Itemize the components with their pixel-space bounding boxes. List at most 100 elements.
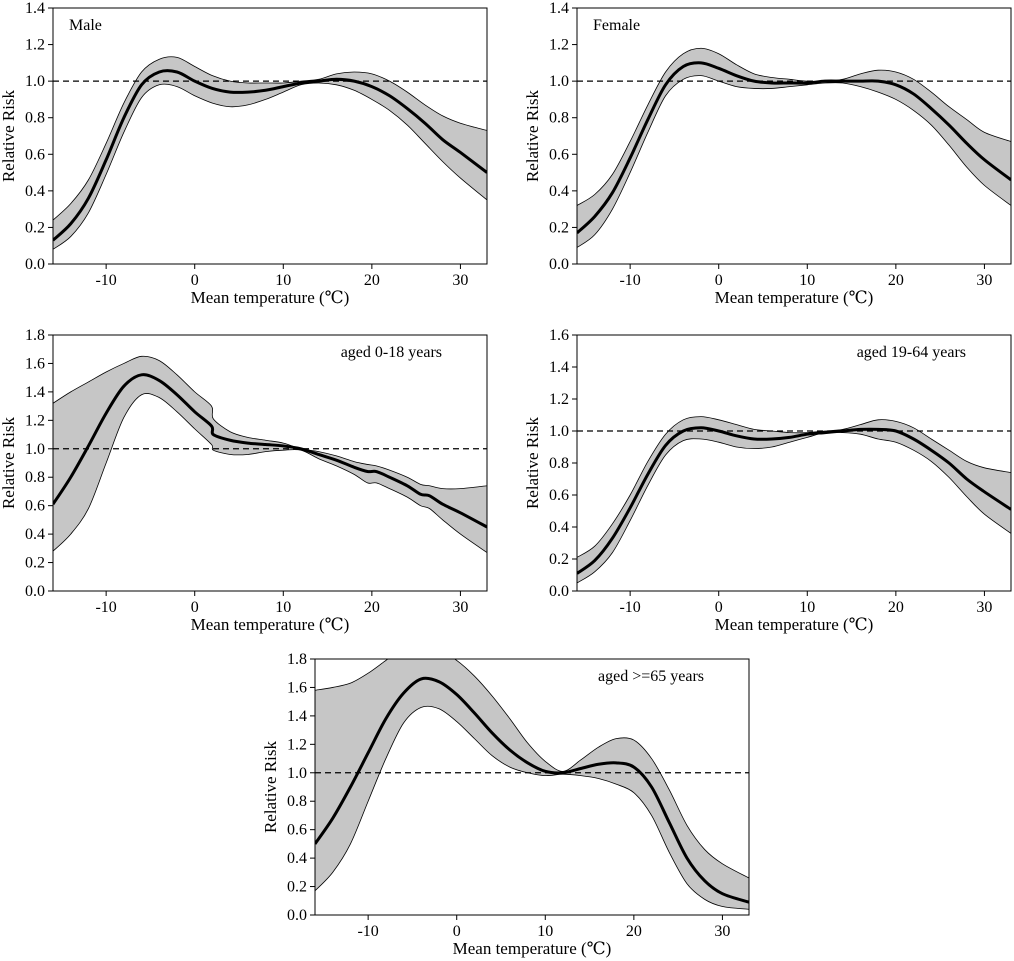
- y-tick-label: 0.6: [25, 146, 45, 163]
- panel-label: aged >=65 years: [598, 668, 704, 685]
- x-axis-title: Mean temperature (℃): [191, 615, 350, 634]
- confidence-band: [315, 659, 749, 910]
- x-tick-label: 20: [626, 923, 642, 940]
- y-tick-label: 1.4: [25, 384, 45, 401]
- y-tick-label: 0.2: [25, 219, 45, 236]
- y-tick-label: 0.2: [549, 551, 569, 568]
- y-tick-label: 0.2: [25, 555, 45, 572]
- y-tick-label: 1.2: [549, 37, 569, 54]
- x-tick-label: -10: [95, 599, 116, 616]
- y-axis-title: Relative Risk: [523, 416, 542, 509]
- plot-area: [53, 355, 487, 553]
- axes-frame: [52, 334, 488, 592]
- panel-label: Female: [593, 17, 640, 34]
- upper-ci-line: [53, 56, 487, 221]
- plot-area: [577, 416, 1011, 584]
- x-tick-label: -10: [619, 599, 640, 616]
- x-tick-label: 0: [191, 272, 199, 289]
- x-axis-title: Mean temperature (℃): [715, 615, 874, 634]
- relative-risk-line: [53, 69, 487, 242]
- x-tick-label: 30: [452, 599, 468, 616]
- x-tick-label: 20: [888, 599, 904, 616]
- y-tick-label: 0.8: [25, 110, 45, 127]
- y-axis-title: Relative Risk: [261, 740, 280, 833]
- relative-risk-line: [577, 61, 1011, 235]
- confidence-band: [53, 56, 487, 250]
- y-tick-label: 1.8: [287, 651, 307, 668]
- y-tick-label: 1.2: [25, 412, 45, 429]
- y-tick-label: 0.0: [25, 583, 45, 600]
- x-tick-label: 20: [364, 272, 380, 289]
- x-tick-label: 10: [275, 599, 291, 616]
- x-tick-label: 30: [976, 599, 992, 616]
- upper-ci-line: [53, 355, 487, 490]
- panel-2: 0.0 0.2 0.4 0.6 0.8 1.0 1.2 1.4 -10 0 10 20 30 Mean t…: [523, 0, 1012, 307]
- x-tick-label: 30: [976, 272, 992, 289]
- y-tick-label: 1.6: [287, 679, 307, 696]
- y-tick-label: 1.4: [25, 0, 45, 17]
- y-tick-label: 0.8: [549, 455, 569, 472]
- y-tick-label: 1.0: [25, 441, 45, 458]
- y-tick-label: 0.4: [549, 519, 569, 536]
- y-tick-label: 0.8: [25, 469, 45, 486]
- relative-risk-line: [577, 426, 1011, 575]
- y-tick-label: 0.6: [25, 498, 45, 515]
- y-tick-label: 0.0: [549, 256, 569, 273]
- lower-ci-line: [577, 75, 1011, 248]
- x-tick-label: 30: [452, 272, 468, 289]
- y-tick-label: 1.2: [287, 736, 307, 753]
- lower-ci-line: [577, 431, 1011, 584]
- x-tick-label: 20: [364, 599, 380, 616]
- y-tick-label: 1.2: [25, 37, 45, 54]
- plot-area: [315, 659, 749, 910]
- y-tick-label: 1.4: [549, 359, 569, 376]
- lower-ci-line: [53, 82, 487, 250]
- y-axis-title: Relative Risk: [0, 89, 18, 182]
- y-tick-label: 1.0: [287, 765, 307, 782]
- plot-area: [53, 56, 487, 250]
- x-tick-label: -10: [619, 272, 640, 289]
- y-tick-label: 1.0: [549, 423, 569, 440]
- x-tick-label: 0: [715, 272, 723, 289]
- upper-ci-line: [577, 416, 1011, 558]
- y-tick-label: 0.6: [287, 822, 307, 839]
- y-tick-label: 0.2: [287, 879, 307, 896]
- y-tick-label: 1.4: [549, 0, 569, 17]
- y-tick-label: 0.4: [25, 183, 45, 200]
- x-tick-label: 0: [715, 599, 723, 616]
- y-tick-label: 0.8: [287, 793, 307, 810]
- x-tick-label: 0: [453, 923, 461, 940]
- panel-4: 0.0 0.2 0.4 0.6 0.8 1.0 1.2 1.4 1.6 -10 0 10 20 30 Mea…: [523, 327, 1012, 634]
- x-axis-title: Mean temperature (℃): [715, 288, 874, 307]
- x-tick-label: 10: [537, 923, 553, 940]
- axes-frame: [314, 658, 750, 916]
- y-tick-label: 1.0: [25, 73, 45, 90]
- y-axis-title: Relative Risk: [0, 416, 18, 509]
- panel-label: Male: [69, 17, 102, 34]
- relative-risk-line: [53, 373, 487, 529]
- y-tick-label: 0.6: [549, 146, 569, 163]
- confidence-band: [53, 356, 487, 553]
- confidence-band: [577, 416, 1011, 583]
- panel-label: aged 19-64 years: [857, 344, 966, 361]
- panel-5: 0.0 0.2 0.4 0.6 0.8 1.0 1.2 1.4 1.6 1.8 -10 0 10 20 30…: [261, 651, 750, 958]
- lower-ci-line: [53, 393, 487, 553]
- upper-ci-line: [577, 47, 1011, 206]
- x-tick-label: 0: [191, 599, 199, 616]
- y-tick-label: 0.6: [549, 487, 569, 504]
- y-tick-label: 0.2: [549, 219, 569, 236]
- panel-3: 0.0 0.2 0.4 0.6 0.8 1.0 1.2 1.4 1.6 1.8 -10 0 10 20 30…: [0, 327, 488, 634]
- y-tick-label: 0.4: [549, 183, 569, 200]
- upper-ci-line: [315, 659, 749, 879]
- x-tick-label: 10: [799, 599, 815, 616]
- y-axis-title: Relative Risk: [523, 89, 542, 182]
- confidence-band: [577, 48, 1011, 248]
- x-tick-label: 20: [888, 272, 904, 289]
- y-tick-label: 1.8: [25, 327, 45, 344]
- relative-risk-line: [315, 676, 749, 904]
- x-axis-title: Mean temperature (℃): [453, 939, 612, 958]
- panel-label: aged 0-18 years: [341, 344, 442, 361]
- x-axis-title: Mean temperature (℃): [191, 288, 350, 307]
- x-tick-label: 30: [714, 923, 730, 940]
